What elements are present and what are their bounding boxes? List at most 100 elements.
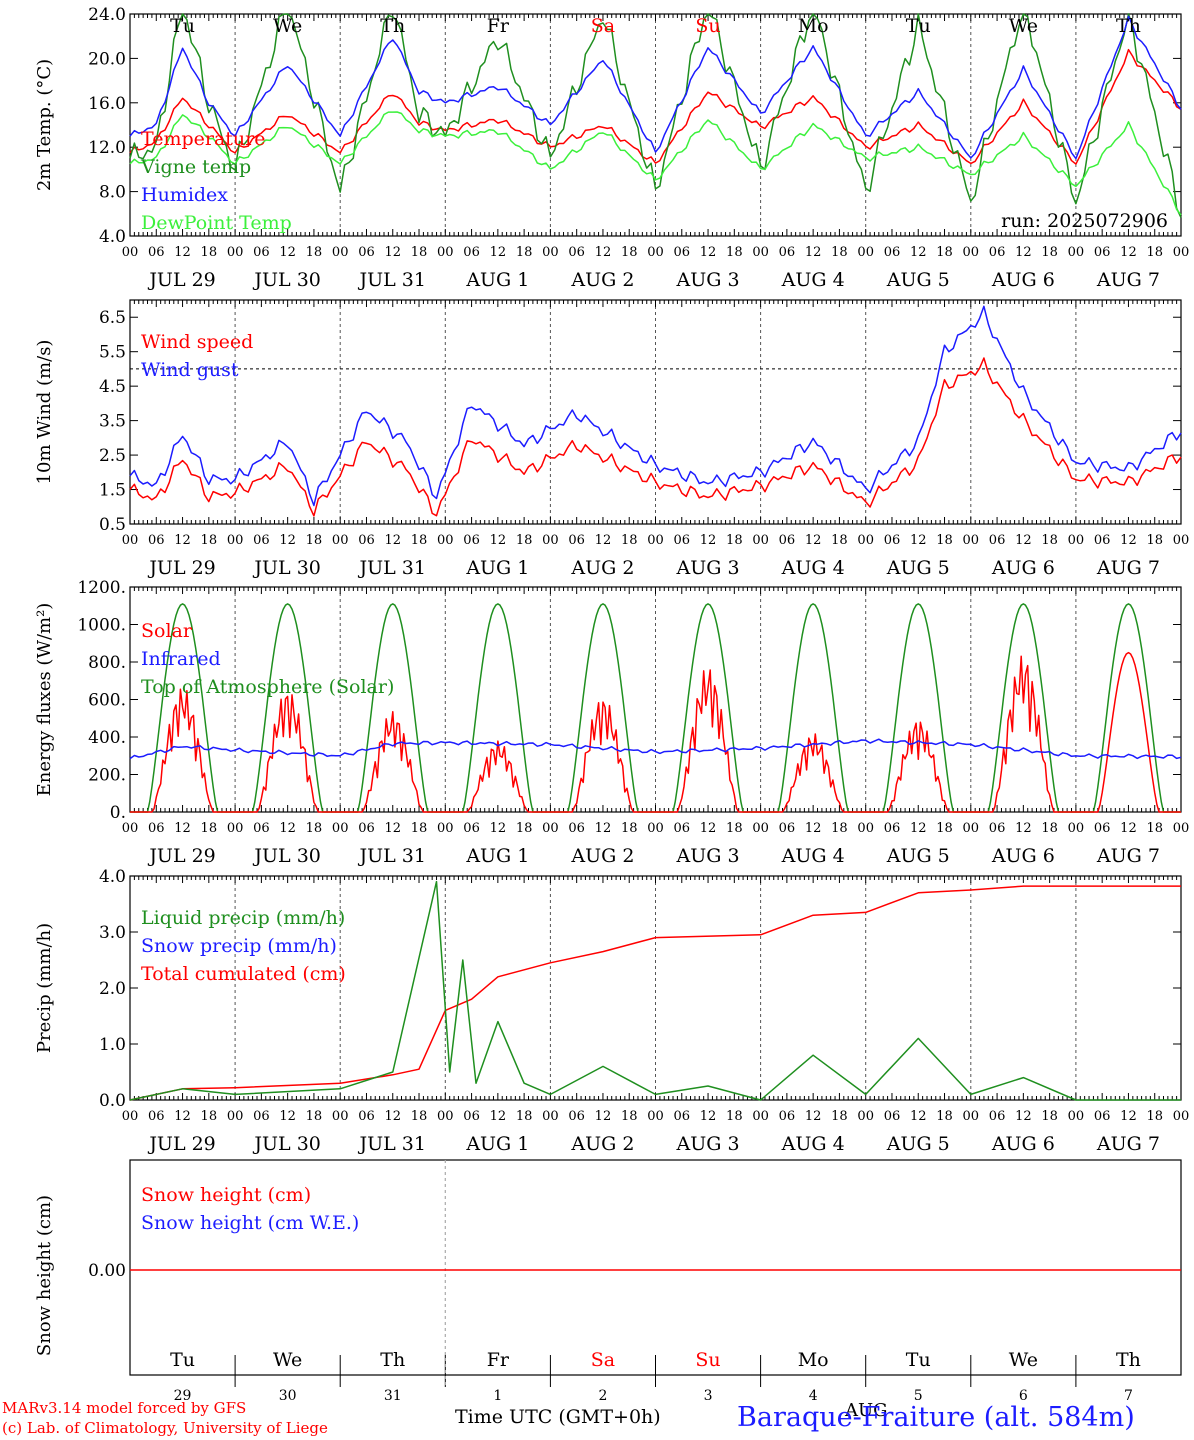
date-label: JUL 29 (147, 557, 215, 579)
hour-tick-label: 12 (595, 533, 612, 548)
legend-snow-precip-mm-h-: Snow precip (mm/h) (141, 935, 337, 957)
hour-tick-label: 00 (647, 821, 664, 836)
hour-tick-label: 00 (857, 821, 874, 836)
weekday-label: We (273, 1349, 302, 1371)
hour-tick-label: 12 (700, 245, 717, 260)
hour-tick-label: 06 (779, 245, 796, 260)
y-tick-label: 200. (88, 766, 126, 786)
y-tick-label: 5.5 (99, 343, 126, 363)
legend-temperature: Temperature (141, 128, 265, 150)
series-liquid-precip (129, 880, 1181, 1101)
hour-tick-label: 06 (674, 1109, 691, 1124)
series-total-cumulated (129, 885, 1181, 1101)
date-label: AUG 7 (1096, 269, 1160, 291)
date-label: AUG 4 (781, 557, 845, 579)
hour-tick-label: 00 (963, 245, 980, 260)
hour-tick-label: 12 (174, 821, 191, 836)
date-label: AUG 3 (676, 1133, 740, 1155)
hour-tick-label: 18 (621, 821, 638, 836)
hour-tick-label: 12 (910, 245, 927, 260)
date-label: AUG 6 (991, 269, 1055, 291)
hour-tick-label: 00 (963, 533, 980, 548)
hour-tick-label: 18 (1041, 533, 1058, 548)
weekday-label: Th (380, 15, 405, 37)
hour-tick-label: 00 (752, 821, 769, 836)
hour-tick-label: 12 (1015, 533, 1032, 548)
hour-tick-label: 18 (621, 533, 638, 548)
date-label: AUG 7 (1096, 845, 1160, 867)
hour-tick-label: 12 (1120, 1109, 1137, 1124)
date-label: AUG 3 (676, 269, 740, 291)
hour-tick-label: 06 (148, 1109, 165, 1124)
hour-tick-label: 12 (174, 1109, 191, 1124)
hour-tick-label: 18 (726, 245, 743, 260)
date-label: AUG 3 (676, 557, 740, 579)
day-number: 2 (598, 1388, 607, 1404)
hour-tick-label: 12 (1120, 533, 1137, 548)
hour-tick-label: 12 (384, 821, 401, 836)
hour-tick-label: 00 (122, 821, 139, 836)
hour-tick-label: 00 (332, 533, 349, 548)
run-label: run: 2025072906 (1001, 210, 1168, 232)
hour-tick-label: 00 (542, 821, 559, 836)
hour-tick-label: 06 (1094, 245, 1111, 260)
hour-tick-label: 00 (227, 821, 244, 836)
hour-tick-label: 00 (1173, 245, 1190, 260)
hour-tick-label: 00 (1173, 821, 1190, 836)
hour-tick-label: 06 (358, 821, 375, 836)
y-axis-label-4: Precip (mm/h) (34, 923, 55, 1053)
hour-tick-label: 06 (779, 533, 796, 548)
weekday-label: Mo (798, 15, 829, 37)
day-number: 30 (279, 1388, 297, 1404)
hour-tick-label: 00 (1068, 245, 1085, 260)
weekday-label: Mo (798, 1349, 829, 1371)
hour-tick-label: 12 (805, 533, 822, 548)
hour-tick-label: 00 (437, 245, 454, 260)
y-axis-label-2: 10m Wind (m/s) (34, 340, 55, 485)
hour-tick-label: 06 (674, 245, 691, 260)
hour-tick-label: 00 (1068, 1109, 1085, 1124)
hour-tick-label: 00 (122, 245, 139, 260)
hour-tick-label: 18 (621, 245, 638, 260)
hour-tick-label: 12 (279, 821, 296, 836)
hour-tick-label: 12 (805, 1109, 822, 1124)
hour-tick-label: 00 (437, 1109, 454, 1124)
day-number: 4 (809, 1388, 818, 1404)
y-tick-label: 4.0 (99, 227, 126, 247)
hour-tick-label: 06 (463, 245, 480, 260)
hour-tick-label: 18 (306, 533, 323, 548)
date-label: AUG 6 (991, 557, 1055, 579)
hour-tick-label: 12 (1015, 245, 1032, 260)
date-label: JUL 31 (358, 1133, 426, 1155)
day-number: 5 (914, 1388, 923, 1404)
hour-tick-label: 06 (884, 245, 901, 260)
hour-tick-label: 06 (884, 533, 901, 548)
hour-tick-label: 06 (674, 821, 691, 836)
y-tick-label: 400. (88, 728, 126, 748)
hour-tick-label: 00 (227, 1109, 244, 1124)
hour-tick-label: 00 (1173, 1109, 1190, 1124)
date-label: AUG 1 (465, 269, 529, 291)
weekday-label: Tu (170, 1349, 195, 1371)
hour-tick-label: 06 (568, 1109, 585, 1124)
weekday-label: Tu (906, 15, 931, 37)
hour-tick-label: 00 (647, 533, 664, 548)
hour-tick-label: 00 (752, 1109, 769, 1124)
date-label: JUL 29 (147, 845, 215, 867)
legend-snow-height-cm-w-e-: Snow height (cm W.E.) (141, 1212, 359, 1234)
hour-tick-label: 06 (674, 533, 691, 548)
y-tick-label: 3.0 (99, 923, 126, 943)
date-label: AUG 1 (465, 845, 529, 867)
y-tick-label: 1.5 (99, 481, 126, 501)
hour-tick-label: 18 (621, 1109, 638, 1124)
hour-tick-label: 06 (779, 821, 796, 836)
date-label: AUG 5 (886, 845, 950, 867)
hour-tick-label: 18 (201, 1109, 218, 1124)
date-label: AUG 2 (570, 269, 634, 291)
y-tick-label: 24.0 (88, 5, 126, 25)
hour-tick-label: 06 (463, 533, 480, 548)
x-axis-title: Time UTC (GMT+0h) (455, 1406, 661, 1428)
legend-solar: Solar (141, 620, 193, 642)
y-tick-label: 800. (88, 653, 126, 673)
hour-tick-label: 00 (647, 1109, 664, 1124)
